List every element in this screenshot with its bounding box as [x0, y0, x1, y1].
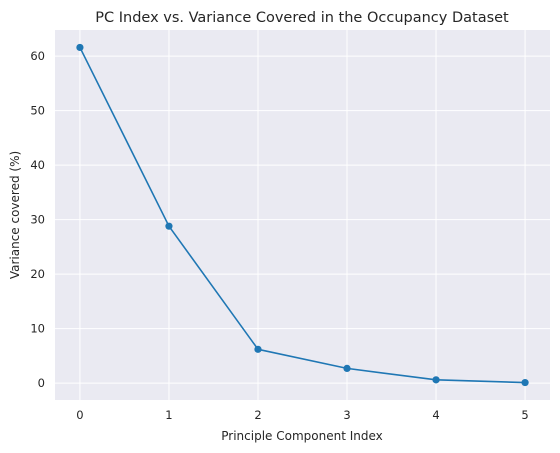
data-point [165, 222, 173, 230]
y-tick-label: 50 [30, 104, 45, 118]
data-point [521, 378, 529, 387]
x-tick-label: 3 [343, 408, 350, 422]
y-tick-label: 20 [30, 267, 45, 281]
y-axis-label: Variance covered (%) [8, 151, 22, 279]
x-tick-label: 1 [165, 408, 172, 422]
x-tick-label: 5 [521, 408, 528, 422]
y-tick-label: 0 [38, 376, 45, 390]
y-tick-label: 40 [30, 158, 45, 172]
y-tick-label: 30 [30, 213, 45, 227]
series-line [79, 47, 526, 384]
x-tick-label: 4 [432, 408, 439, 422]
data-point [343, 364, 351, 372]
x-tick-label: 0 [76, 408, 83, 422]
data-point [254, 345, 262, 353]
x-axis-label: Principle Component Index [221, 429, 383, 443]
chart-title: PC Index vs. Variance Covered in the Occ… [95, 10, 509, 26]
x-tick-label: 2 [254, 408, 261, 422]
series [76, 43, 529, 387]
grid [55, 30, 550, 400]
data-point [432, 376, 440, 384]
y-tick-label: 10 [30, 322, 45, 336]
y-tick-label: 60 [30, 49, 45, 63]
plot-background [55, 30, 550, 400]
data-point [76, 43, 84, 52]
